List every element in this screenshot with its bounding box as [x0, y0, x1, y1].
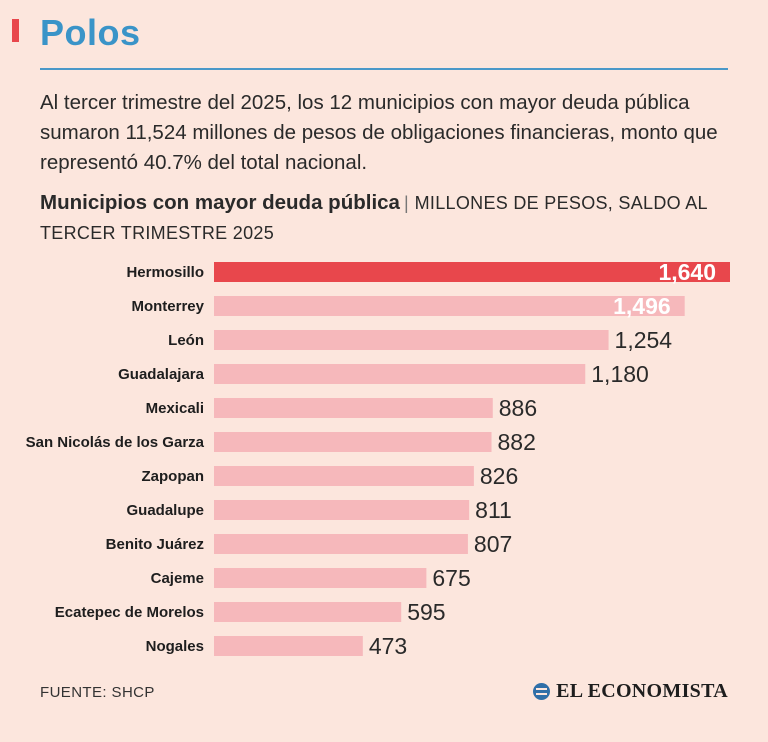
brand-name: EL ECONOMISTA — [556, 680, 728, 702]
title-divider — [40, 68, 728, 70]
value-label: 1,496 — [613, 293, 671, 319]
category-label: San Nicolás de los Garza — [26, 434, 205, 451]
category-label: Nogales — [146, 638, 204, 655]
section-title: Polos — [40, 12, 141, 53]
intro-paragraph: Al tercer trimestre del 2025, los 12 mun… — [40, 91, 718, 174]
source-note: FUENTE: SHCP — [40, 684, 155, 701]
value-label: 882 — [498, 429, 536, 455]
value-label: 1,254 — [615, 327, 673, 353]
category-label: Monterrey — [131, 298, 204, 315]
brand-logo: EL ECONOMISTA — [533, 680, 728, 703]
bar — [214, 568, 427, 588]
bar — [214, 602, 402, 622]
category-label: León — [168, 332, 204, 349]
bar — [214, 398, 493, 418]
category-label: Mexicali — [146, 400, 204, 417]
value-label: 1,640 — [658, 259, 716, 285]
el-economista-logo-icon — [533, 683, 551, 700]
category-label: Guadalupe — [126, 502, 204, 519]
chart-title-separator: | — [403, 193, 409, 213]
value-label: 811 — [475, 497, 512, 523]
value-label: 473 — [369, 633, 407, 659]
category-label: Benito Juárez — [106, 536, 204, 553]
bar — [214, 500, 470, 520]
value-label: 807 — [474, 531, 512, 557]
category-label: Guadalajara — [118, 366, 205, 383]
category-label: Ecatepec de Morelos — [55, 604, 204, 621]
chart-title: Municipios con mayor deuda pública — [40, 191, 400, 214]
bar — [214, 330, 609, 350]
bar — [214, 296, 685, 316]
bar — [214, 466, 474, 486]
category-label: Cajeme — [151, 570, 204, 587]
bar — [214, 364, 586, 384]
value-label: 826 — [480, 463, 518, 489]
accent-mark — [12, 19, 19, 42]
category-label: Hermosillo — [126, 264, 204, 281]
bar — [214, 262, 730, 282]
value-label: 886 — [499, 395, 537, 421]
category-label: Zapopan — [142, 468, 205, 485]
bar — [214, 534, 468, 554]
chart-heading: Municipios con mayor deuda pública | MILLO… — [40, 188, 730, 248]
bar — [214, 432, 492, 452]
bar — [214, 636, 363, 656]
chart-subtitle: MILLONES DE PESOS, SALDO AL TERCER TRIME… — [40, 193, 708, 243]
value-label: 595 — [407, 599, 445, 625]
value-label: 675 — [432, 565, 470, 591]
value-label: 1,180 — [591, 361, 649, 387]
